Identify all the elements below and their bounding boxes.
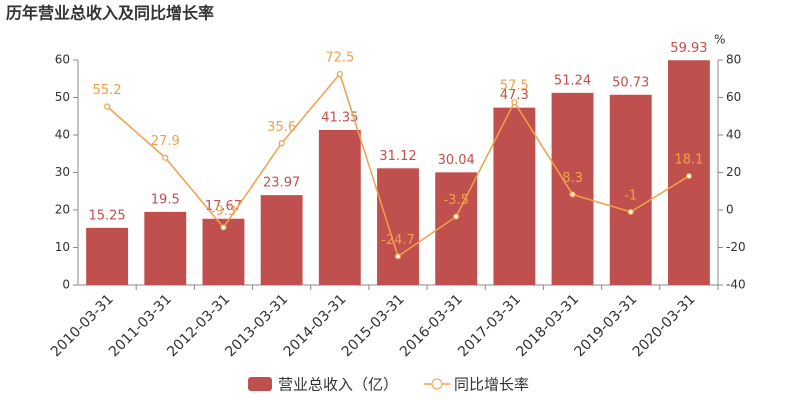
y2-tick-label: -20	[726, 240, 746, 254]
bar-value-label: 23.97	[263, 176, 300, 191]
legend-swatch-point	[431, 378, 443, 390]
line-value-label: -1	[624, 188, 637, 203]
y-tick-label: 50	[55, 90, 70, 104]
bar-value-label: 51.24	[554, 73, 591, 88]
line-value-label: 8.3	[562, 171, 583, 186]
line-value-label: 27.9	[151, 134, 180, 149]
chart-title: 历年营业总收入及同比增长率	[6, 4, 214, 23]
bar	[86, 227, 129, 285]
y-tick-label: 40	[55, 128, 70, 142]
y2-tick-label: 80	[726, 53, 741, 67]
y2-tick-label: 0	[726, 203, 734, 217]
bar-value-label: 17.67	[205, 199, 242, 214]
line-value-label: 35.6	[267, 120, 296, 135]
bar	[667, 60, 710, 286]
bar-value-label: 15.25	[88, 208, 125, 223]
line-value-label: -3.5	[443, 193, 468, 208]
y-tick-label: 0	[62, 278, 70, 292]
legend-swatch	[248, 377, 272, 391]
bar	[260, 195, 303, 285]
legend-label: 营业总收入（亿）	[278, 376, 398, 394]
bar	[377, 168, 419, 285]
line-value-label: -9.3	[211, 204, 236, 219]
bar-value-label: 47.3	[500, 88, 529, 103]
line-value-label: 18.1	[674, 153, 703, 168]
line-point	[453, 213, 460, 220]
bar	[609, 94, 652, 285]
line-point	[511, 99, 518, 106]
line-value-label: -24.7	[381, 233, 415, 248]
line-value-label: 55.2	[93, 83, 122, 98]
legend-label: 同比增长率	[454, 376, 529, 394]
line-point	[627, 208, 634, 215]
line-value-label: 57.5	[500, 79, 529, 94]
line-point	[394, 253, 402, 260]
y2-tick-label: 20	[726, 165, 741, 179]
bar	[318, 129, 361, 285]
line-point	[103, 103, 111, 110]
x-tick-label: 2020-03-31	[630, 291, 699, 360]
bar-value-label: 31.12	[379, 149, 416, 164]
bar-value-label: 41.35	[321, 110, 358, 125]
y2-axis-label: %	[714, 33, 725, 47]
bar-value-label: 19.5	[151, 192, 180, 207]
line-point	[336, 70, 343, 78]
bar-value-label: 30.04	[438, 153, 475, 168]
y2-tick-label: -40	[726, 278, 746, 292]
line-point	[278, 140, 285, 147]
line-point	[162, 154, 169, 161]
bar-value-label: 59.93	[670, 41, 707, 56]
line-point	[685, 172, 693, 180]
y2-tick-label: 40	[726, 128, 741, 142]
y2-tick-label: 60	[726, 90, 741, 104]
bar-value-label: 50.73	[612, 75, 649, 90]
line-point	[569, 191, 576, 198]
line-value-label: 72.5	[325, 51, 354, 66]
line-point	[220, 224, 227, 231]
y-tick-label: 60	[55, 53, 70, 67]
bar	[435, 172, 478, 285]
y-tick-label: 10	[55, 240, 70, 254]
bar	[551, 92, 594, 285]
bar	[493, 107, 536, 285]
bar	[144, 211, 187, 285]
y-tick-label: 20	[55, 203, 70, 217]
y-tick-label: 30	[55, 165, 70, 179]
